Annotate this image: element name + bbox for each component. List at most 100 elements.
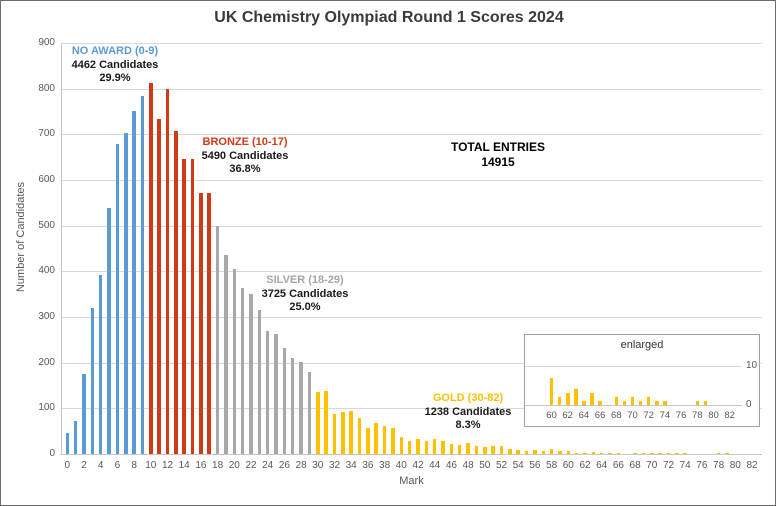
- bar-mark-71: [658, 453, 662, 454]
- bar-mark-0: [65, 433, 70, 454]
- x-tick-22: 22: [245, 460, 257, 471]
- inset-x-tick-74: 74: [659, 409, 671, 421]
- inset-gridline-10: [525, 366, 742, 368]
- x-tick-0: 0: [64, 460, 71, 471]
- annotation-bronze-candidates: 5490 Candidates: [201, 149, 289, 162]
- x-tick-64: 64: [596, 460, 608, 471]
- bar-mark-15: [190, 158, 195, 454]
- bar-mark-41: [407, 441, 412, 454]
- bar-mark-52: [499, 445, 504, 454]
- gridline-800: [61, 88, 762, 90]
- bar-mark-44: [432, 439, 437, 454]
- bar-mark-4: [98, 275, 103, 454]
- bar-mark-26: [282, 348, 287, 454]
- x-tick-60: 60: [562, 460, 574, 471]
- annotation-bronze: BRONZE (10-17) 5490 Candidates 36.8%: [151, 136, 339, 177]
- y-tick-400: 400: [38, 265, 55, 277]
- y-tick-100: 100: [38, 402, 55, 414]
- bar-mark-72: [666, 453, 671, 454]
- annotation-silver-percent: 25.0%: [289, 301, 321, 313]
- bar-mark-48: [466, 443, 470, 454]
- bar-mark-79: [725, 453, 729, 454]
- x-tick-2: 2: [81, 460, 87, 471]
- y-axis-line: [61, 43, 62, 454]
- x-tick-26: 26: [278, 460, 290, 471]
- inset-bar-mark-74: [663, 400, 667, 405]
- bar-mark-13: [174, 130, 178, 454]
- bar-mark-63: [591, 452, 596, 454]
- bar-mark-73: [675, 453, 679, 454]
- inset-bar-mark-68: [614, 397, 618, 405]
- bar-mark-17: [207, 192, 211, 454]
- inset-x-tick-60: 60: [546, 409, 557, 421]
- x-tick-42: 42: [412, 460, 424, 471]
- bar-mark-12: [165, 88, 170, 454]
- inset-bar-mark-69: [622, 400, 627, 405]
- inset-bar-mark-73: [655, 400, 659, 405]
- x-tick-62: 62: [579, 460, 591, 471]
- inset-x-tick-66: 66: [594, 409, 606, 421]
- inset-x-tick-78: 78: [692, 409, 703, 421]
- bar-mark-9: [140, 95, 145, 454]
- annotation-total-entries: TOTAL ENTRIES 14915: [404, 140, 592, 170]
- inset-x-tick-70: 70: [627, 409, 638, 421]
- gridline-600: [61, 180, 762, 181]
- bar-mark-68: [633, 453, 637, 454]
- inset-x-tick-82: 82: [724, 409, 735, 421]
- total-entries-value: 14915: [481, 155, 515, 169]
- gridline-700: [61, 134, 762, 136]
- bar-mark-19: [224, 255, 228, 454]
- bar-mark-58: [549, 449, 554, 454]
- y-tick-500: 500: [38, 219, 55, 231]
- bar-mark-24: [265, 330, 270, 454]
- bar-mark-43: [424, 441, 429, 454]
- bar-mark-23: [257, 310, 262, 454]
- bar-mark-8: [132, 110, 136, 454]
- gridline-0: [61, 454, 762, 455]
- annotation-no-award-candidates: 4462 Candidates: [71, 58, 159, 71]
- x-tick-80: 80: [729, 460, 741, 471]
- bar-mark-57: [541, 450, 546, 454]
- bar-mark-39: [391, 428, 395, 454]
- y-tick-800: 800: [38, 82, 55, 94]
- x-tick-78: 78: [713, 460, 725, 471]
- bar-mark-5: [107, 208, 111, 454]
- bar-mark-60: [566, 450, 571, 454]
- x-tick-82: 82: [746, 460, 758, 471]
- annotation-bronze-heading: BRONZE (10-17): [202, 136, 288, 148]
- x-tick-40: 40: [395, 460, 407, 471]
- inset-x-tick-80: 80: [708, 409, 719, 421]
- inset-x-tick-76: 76: [675, 409, 687, 421]
- y-tick-600: 600: [38, 174, 55, 185]
- y-tick-900: 900: [38, 37, 55, 48]
- annotation-no-award-heading: NO AWARD (0-9): [71, 45, 159, 57]
- bar-mark-20: [232, 269, 237, 454]
- bar-mark-30: [316, 392, 320, 454]
- bar-mark-59: [558, 450, 562, 454]
- x-tick-6: 6: [114, 460, 121, 471]
- bar-mark-38: [382, 426, 387, 454]
- inset-y-tick-0: 0: [746, 398, 752, 410]
- gridline-400: [61, 271, 762, 273]
- annotation-no-award: NO AWARD (0-9) 4462 Candidates 29.9%: [21, 45, 209, 86]
- y-tick-300: 300: [38, 311, 55, 322]
- x-tick-16: 16: [195, 460, 207, 471]
- inset-x-tick-64: 64: [578, 409, 590, 421]
- x-tick-20: 20: [228, 460, 240, 471]
- bar-mark-36: [366, 427, 370, 454]
- bar-mark-42: [416, 438, 420, 454]
- x-tick-36: 36: [362, 460, 374, 471]
- bar-mark-46: [449, 444, 454, 454]
- bar-mark-14: [182, 159, 186, 454]
- inset-x-tick-72: 72: [643, 409, 654, 421]
- x-tick-48: 48: [462, 460, 474, 471]
- total-entries-label: TOTAL ENTRIES: [450, 140, 545, 154]
- x-tick-58: 58: [546, 460, 558, 471]
- bar-mark-62: [583, 452, 587, 454]
- x-axis-title: Mark: [399, 475, 424, 487]
- bar-mark-47: [457, 445, 462, 454]
- inset-title: enlarged: [620, 339, 664, 351]
- x-tick-12: 12: [161, 460, 174, 471]
- bar-mark-6: [115, 144, 120, 454]
- inset-bar-mark-61: [557, 397, 562, 405]
